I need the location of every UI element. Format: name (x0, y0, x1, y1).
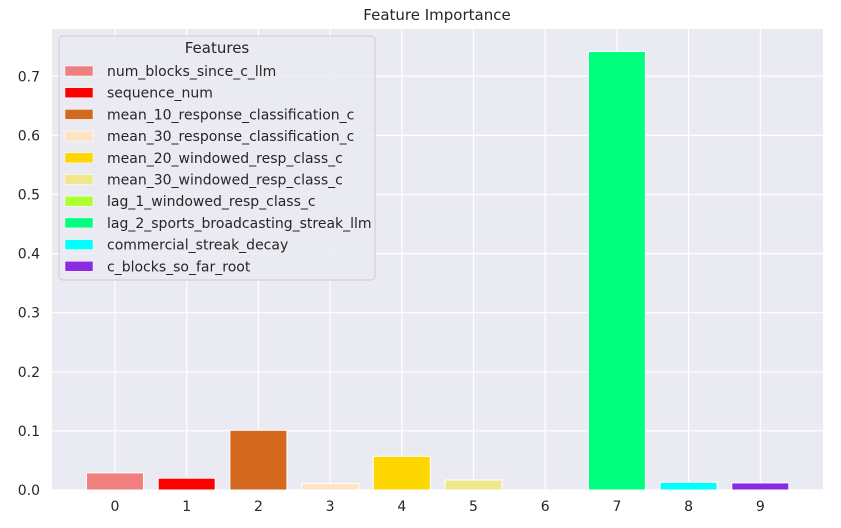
bar-5 (444, 479, 503, 491)
bar-2 (229, 429, 288, 491)
legend-swatch (64, 87, 94, 98)
y-tick-label: 0.7 (18, 69, 40, 85)
bar-9 (731, 482, 790, 491)
y-tick-label: 0.3 (18, 306, 40, 322)
bars (86, 50, 790, 491)
x-tick-label: 0 (111, 499, 120, 515)
legend-swatch (64, 152, 94, 164)
legend-label: mean_30_windowed_resp_class_c (107, 173, 343, 189)
y-tick-label: 0.4 (18, 247, 40, 263)
y-tick-label: 0.0 (18, 483, 40, 499)
legend-title: Features (185, 39, 250, 57)
x-tick-label: 9 (756, 499, 765, 515)
legend-label: mean_30_response_classification_c (107, 129, 354, 145)
legend-label: lag_2_sports_broadcasting_streak_llm (107, 216, 372, 232)
y-tick-label: 0.1 (18, 424, 40, 440)
legend-label: sequence_num (107, 86, 213, 102)
y-axis-ticks: 0.0 0.1 0.2 0.3 0.4 0.5 0.6 0.7 (18, 69, 40, 499)
legend-label: mean_10_response_classification_c (107, 107, 354, 123)
bar-0 (86, 472, 144, 491)
legend: Features num_blocks_since_c_llm sequence_… (58, 35, 376, 281)
x-tick-label: 4 (397, 499, 406, 515)
legend-swatch (64, 109, 94, 120)
x-tick-label: 1 (182, 499, 191, 515)
legend-swatch (64, 239, 94, 250)
legend-swatch (64, 195, 94, 207)
bar-8 (659, 481, 718, 491)
legend-swatch (64, 130, 94, 142)
legend-swatch (64, 65, 94, 77)
x-tick-label: 3 (326, 499, 335, 515)
legend-label: num_blocks_since_c_llm (107, 64, 276, 80)
x-tick-label: 8 (684, 499, 693, 515)
legend-swatch (64, 174, 94, 185)
x-tick-label: 5 (469, 499, 478, 515)
legend-swatch (64, 261, 94, 272)
legend-label: commercial_streak_decay (107, 238, 288, 254)
legend-entries: num_blocks_since_c_llm sequence_num mean_1… (64, 64, 372, 275)
legend-label: c_blocks_so_far_root (107, 259, 251, 275)
y-tick-label: 0.2 (18, 365, 40, 381)
x-tick-label: 7 (612, 499, 621, 515)
bar-1 (157, 477, 216, 491)
legend-label: mean_20_windowed_resp_class_c (107, 151, 343, 167)
y-tick-label: 0.6 (18, 128, 40, 144)
bar-3 (301, 482, 360, 491)
x-tick-label: 2 (254, 499, 263, 515)
bar-4 (372, 455, 431, 491)
legend-box (58, 35, 376, 281)
x-axis-ticks: 0 1 2 3 4 5 6 7 8 9 (111, 499, 765, 515)
chart-title: Feature Importance (363, 6, 510, 24)
x-tick-label: 6 (541, 499, 550, 515)
legend-label: lag_1_windowed_resp_class_c (107, 194, 316, 210)
y-tick-label: 0.5 (18, 187, 40, 203)
legend-swatch (64, 217, 94, 229)
bar-7 (587, 50, 646, 491)
